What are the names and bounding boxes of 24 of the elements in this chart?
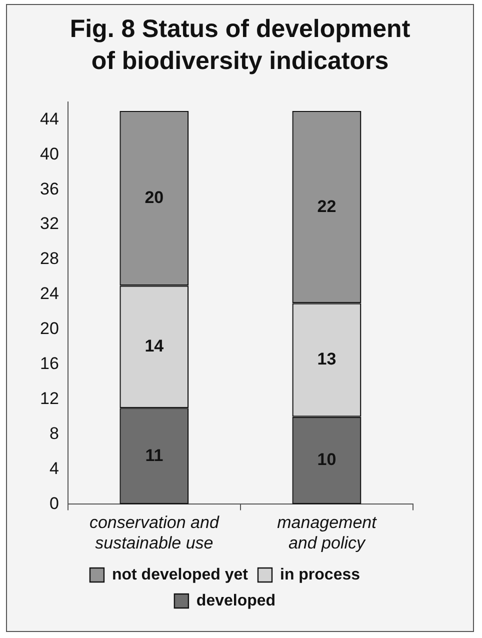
legend-label: in process [280, 566, 360, 584]
y-tick-label: 40 [40, 144, 59, 164]
y-tick-label: 4 [49, 458, 59, 478]
y-tick-label: 32 [40, 214, 59, 234]
legend-label: developed [196, 592, 276, 610]
y-tick-label: 12 [40, 389, 59, 408]
data-label: 11 [145, 446, 164, 465]
y-tick-label: 44 [40, 109, 59, 128]
y-tick-label: 28 [40, 249, 59, 268]
y-tick-label: 36 [40, 179, 59, 198]
legend-label: not developed yet [112, 566, 249, 584]
y-tick-label: 24 [40, 284, 59, 304]
data-label: 10 [317, 450, 336, 470]
y-tick-label: 16 [40, 354, 59, 374]
y-tick-label: 20 [40, 319, 59, 338]
data-label: 13 [317, 350, 336, 369]
y-tick-label: 8 [49, 424, 59, 443]
y-tick-label: 0 [49, 494, 59, 513]
data-label: 22 [317, 196, 336, 216]
data-label: 20 [144, 188, 164, 208]
data-label: 14 [144, 336, 164, 356]
x-tick-label: management and policy [277, 513, 378, 553]
chart-title: Fig. 8 Status of development of biodiversity indicators [68, 14, 412, 77]
x-tick-label: conservation and sustainable use [89, 513, 220, 553]
